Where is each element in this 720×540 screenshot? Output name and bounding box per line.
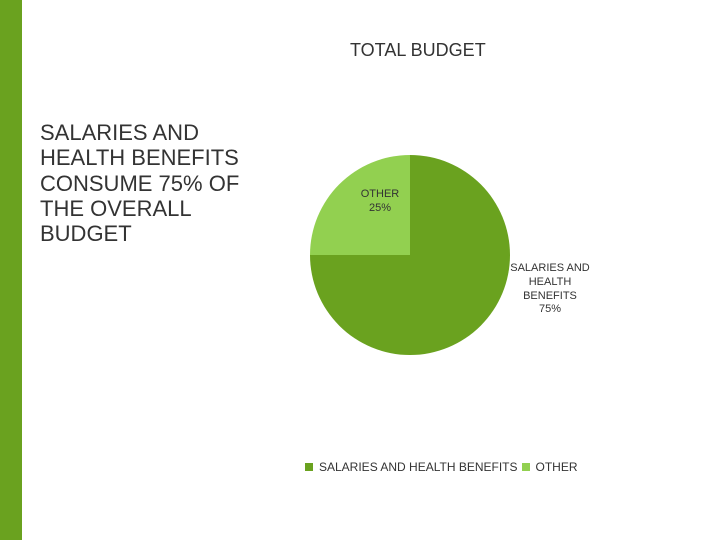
legend-swatch-other xyxy=(522,463,530,471)
slice-label-salaries-l2: HEALTH xyxy=(495,276,605,290)
headline-text: SALARIES AND HEALTH BENEFITS CONSUME 75%… xyxy=(40,120,275,246)
pie-chart xyxy=(310,155,510,355)
legend-label-other: OTHER xyxy=(536,460,578,474)
slice-label-other: OTHER 25% xyxy=(345,188,415,216)
accent-bar xyxy=(0,0,22,540)
legend-item-other: OTHER xyxy=(522,460,578,474)
slice-label-salaries: SALARIES AND HEALTH BENEFITS 75% xyxy=(495,262,605,317)
legend: SALARIES AND HEALTH BENEFITS OTHER xyxy=(305,460,578,474)
legend-swatch-salaries xyxy=(305,463,313,471)
slice-label-salaries-l1: SALARIES AND xyxy=(495,262,605,276)
legend-item-salaries: SALARIES AND HEALTH BENEFITS xyxy=(305,460,518,474)
slice-label-other-name: OTHER xyxy=(345,188,415,202)
legend-label-salaries: SALARIES AND HEALTH BENEFITS xyxy=(319,460,518,474)
slice-label-other-pct: 25% xyxy=(345,202,415,216)
slice-label-salaries-l4: 75% xyxy=(495,303,605,317)
pie-disc xyxy=(310,155,510,355)
chart-title: TOTAL BUDGET xyxy=(350,40,486,61)
slice-label-salaries-l3: BENEFITS xyxy=(495,290,605,304)
slide: TOTAL BUDGET SALARIES AND HEALTH BENEFIT… xyxy=(0,0,720,540)
